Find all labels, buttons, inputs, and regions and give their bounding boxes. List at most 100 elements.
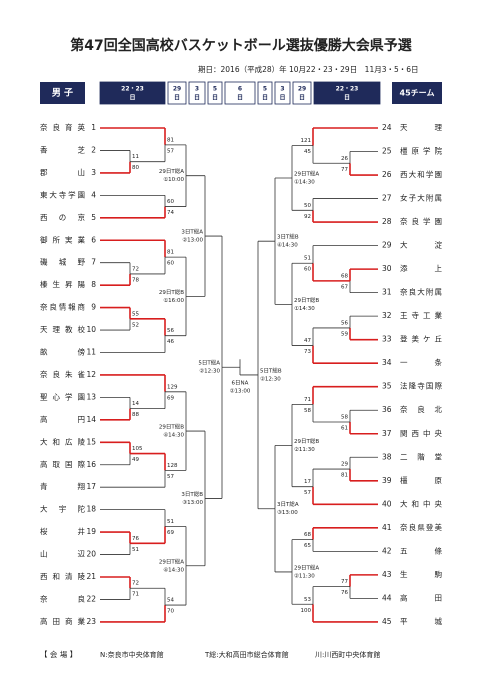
team-number: 9	[91, 303, 96, 312]
team-name: 女子大附属	[400, 193, 442, 203]
team-name: 御所実業	[40, 234, 86, 244]
score: 60	[304, 267, 311, 273]
score: 72	[132, 266, 139, 272]
team-name: 奈良朱雀	[40, 369, 86, 379]
team-number: 10	[86, 325, 96, 334]
team-number: 42	[382, 546, 392, 555]
header-day: 22・23	[336, 86, 359, 93]
score: 29	[341, 462, 348, 468]
score: 70	[167, 609, 174, 615]
team-name: 西の京	[40, 212, 86, 222]
team-name: 高取国際	[40, 459, 86, 469]
team-name: 大宇陀	[40, 504, 86, 514]
header-day: 3	[195, 86, 199, 93]
team-name: 青翔	[40, 481, 85, 491]
header-box	[40, 82, 85, 104]
score: 54	[167, 598, 174, 604]
match-note: 29日T総B	[294, 437, 319, 445]
score: 68	[304, 532, 311, 538]
score: 55	[132, 311, 139, 317]
header-cell	[99, 81, 166, 105]
score: 80	[132, 165, 139, 171]
team-name: 天理	[400, 123, 443, 132]
team-name: 登美ケ丘	[400, 334, 443, 344]
team-name: 磯城野	[40, 257, 86, 267]
match-note: ①16:00	[163, 298, 184, 304]
team-number: 21	[86, 572, 96, 581]
header-cell	[274, 81, 291, 105]
score: 50	[304, 203, 311, 209]
header-day: 5	[213, 86, 217, 93]
score: 59	[341, 331, 348, 337]
score: 52	[132, 322, 139, 328]
score: 73	[304, 349, 311, 355]
score: 11	[132, 154, 139, 160]
header-day: 5	[263, 86, 267, 93]
match-note: 3日T総B	[181, 490, 203, 498]
header-unit: 日	[279, 95, 285, 102]
venue: 川:川西町中央体育館	[315, 650, 380, 659]
score: 49	[132, 457, 139, 463]
match-note: 29日T総B	[159, 423, 184, 431]
header-unit: 日	[299, 95, 305, 102]
team-name: 生駒	[400, 569, 443, 579]
team-name: 桜井	[40, 526, 86, 536]
team-name: 高田商業	[40, 616, 86, 626]
team-number: 19	[86, 527, 96, 536]
match-note: ④14:30	[277, 243, 298, 249]
match-note: 29日T総A	[294, 563, 319, 571]
team-number: 14	[86, 415, 96, 424]
team-number: 35	[382, 382, 392, 391]
team-name: 山辺	[40, 549, 86, 559]
team-name: 一条	[400, 357, 443, 367]
team-number: 27	[382, 194, 392, 203]
title: 第47回全国高校バスケットボール選抜優勝大会県予選	[70, 37, 411, 54]
team-name: 榛生昇陽	[40, 279, 86, 289]
score: 47	[304, 338, 311, 344]
header-cell	[207, 81, 223, 105]
team-name: 王寺工業	[400, 310, 443, 320]
team-name: 高田	[400, 592, 442, 602]
team-number: 41	[382, 523, 392, 532]
team-number: 17	[86, 482, 96, 491]
team-number: 13	[86, 392, 96, 401]
team-name: 添上	[400, 264, 443, 273]
score: 14	[132, 401, 139, 407]
match-note: ②12:30	[199, 368, 220, 375]
score: 56	[167, 328, 174, 334]
team-name: 西大和学園	[400, 169, 442, 179]
score: 46	[167, 339, 174, 345]
team-name: 二階堂	[400, 451, 443, 461]
team-name: 聖心学園	[40, 391, 85, 401]
team-number: 16	[86, 460, 96, 469]
team-number: 1	[91, 123, 96, 132]
team-name: 東大寺学園	[40, 189, 85, 199]
match-note: 29日T総B	[294, 296, 319, 304]
header-unit: 日	[237, 95, 243, 102]
team-number: 3	[91, 168, 96, 177]
score: 121	[301, 138, 312, 144]
team-name: 橿原	[400, 475, 443, 485]
team-name: 奈良北	[400, 404, 443, 414]
team-number: 28	[382, 217, 392, 226]
team-number: 29	[382, 241, 392, 250]
team-name: 高円	[40, 414, 85, 424]
team-number: 32	[382, 311, 392, 320]
header-cell	[257, 81, 273, 105]
header-cell	[224, 81, 256, 105]
team-number: 31	[382, 288, 392, 297]
match-note: ②13:00	[182, 237, 203, 244]
team-name: 畝傍	[40, 347, 86, 357]
header-day: 3	[280, 86, 284, 93]
team-number: 40	[382, 499, 392, 508]
header-unit: 日	[129, 95, 135, 102]
team-number: 7	[91, 258, 96, 267]
team-name: 大和中央	[400, 498, 443, 508]
score: 77	[341, 579, 348, 585]
team-number: 20	[86, 550, 96, 559]
score: 81	[167, 250, 174, 256]
team-number: 36	[382, 405, 392, 414]
match-note: 3日T総B	[277, 233, 299, 241]
team-name: 奈良育英	[40, 122, 86, 132]
match-note: 29日T総A	[294, 169, 319, 177]
